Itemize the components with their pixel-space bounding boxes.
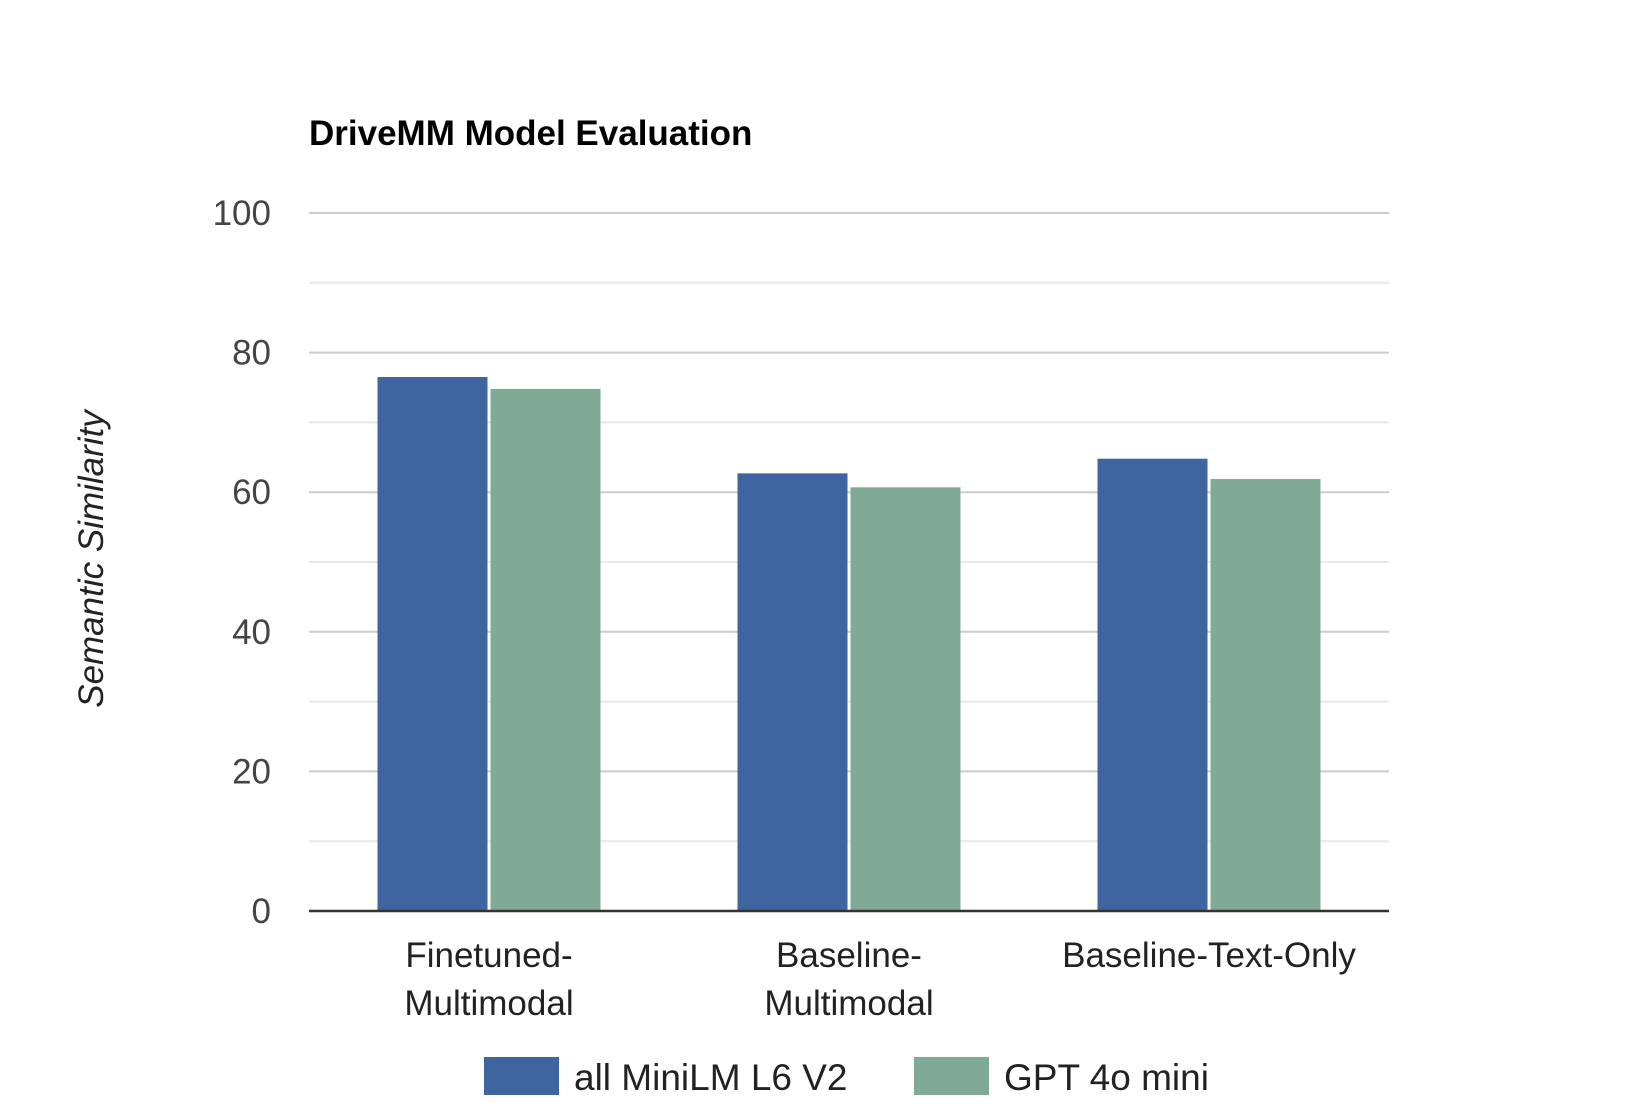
legend-swatch	[914, 1057, 989, 1095]
gridlines	[309, 212, 1389, 843]
x-category-label: Baseline-	[776, 936, 922, 975]
y-tick-label: 80	[232, 334, 271, 373]
legend-label: GPT 4o mini	[1004, 1057, 1209, 1098]
y-axis-label: Semantic Similarity	[72, 408, 111, 708]
x-category-label: Finetuned-	[405, 936, 572, 975]
bar-series-2	[1210, 478, 1321, 911]
bar-series-1	[377, 377, 488, 911]
x-axis-categories: Finetuned- Multimodal Baseline- Multimodal B…	[404, 936, 1356, 1023]
legend-swatch	[484, 1057, 559, 1095]
y-tick-label: 40	[232, 613, 271, 652]
legend-label: all MiniLM L6 V2	[574, 1057, 848, 1098]
y-tick-label: 20	[232, 752, 271, 791]
y-tick-label: 0	[252, 892, 271, 931]
y-axis-ticks: 0 20 40 60 80 100	[213, 194, 271, 931]
x-category-label: Multimodal	[764, 984, 933, 1023]
bar-series-2	[490, 388, 601, 911]
bar-series-2	[850, 487, 961, 911]
bar-series-1	[1097, 458, 1208, 911]
chart-title: DriveMM Model Evaluation	[309, 114, 752, 153]
bar-series-1	[737, 473, 848, 911]
x-category-label: Baseline-Text-Only	[1062, 936, 1356, 975]
y-tick-label: 100	[213, 194, 271, 233]
y-tick-label: 60	[232, 473, 271, 512]
legend: all MiniLM L6 V2 GPT 4o mini	[484, 1057, 1209, 1098]
x-category-label: Multimodal	[404, 984, 573, 1023]
bars	[377, 377, 1321, 911]
